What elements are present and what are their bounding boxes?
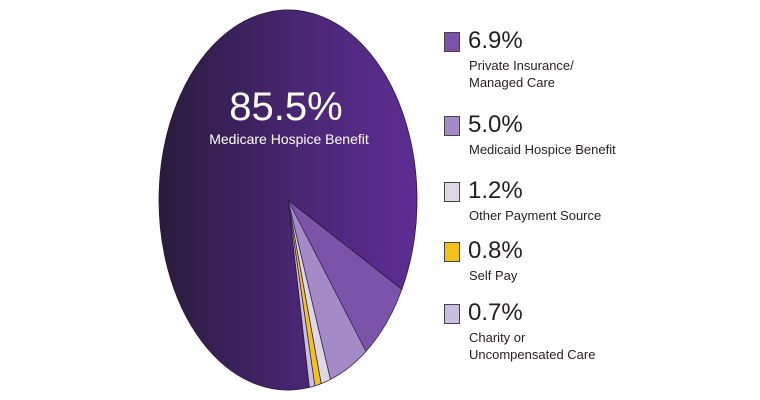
pie-chart: 85.5% Medicare Hospice Benefit: [158, 9, 418, 391]
legend-percent: 6.9%: [468, 27, 523, 54]
main-slice-percent: 85.5%: [229, 85, 342, 129]
legend-swatch: [444, 116, 460, 136]
legend-label: Other Payment Source: [469, 208, 602, 223]
legend-label: Medicaid Hospice Benefit: [469, 142, 616, 157]
legend-swatch: [444, 304, 460, 324]
main-slice-label: Medicare Hospice Benefit: [209, 131, 369, 147]
slice-medicare: [158, 9, 418, 391]
legend-percent: 5.0%: [468, 111, 523, 138]
legend-percent: 0.8%: [468, 237, 523, 264]
legend-swatch: [444, 182, 460, 202]
legend-label: Private Insurance/ Managed Care: [469, 58, 574, 90]
legend-percent: 1.2%: [468, 177, 523, 204]
legend-percent: 0.7%: [468, 299, 523, 326]
legend-label: Self Pay: [469, 268, 518, 283]
legend-swatch: [444, 242, 460, 262]
legend-label: Charity or Uncompensated Care: [469, 330, 596, 362]
legend-swatch: [444, 32, 460, 52]
